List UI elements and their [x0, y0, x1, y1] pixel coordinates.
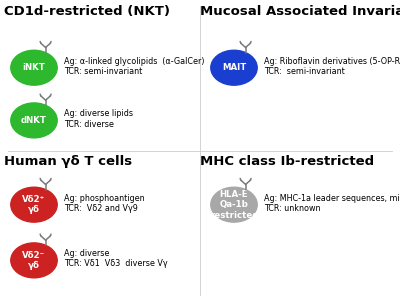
Circle shape	[11, 103, 57, 138]
Text: MHC class Ib-restricted: MHC class Ib-restricted	[200, 155, 374, 168]
Text: TCR: diverse: TCR: diverse	[64, 119, 114, 129]
Text: Mucosal Associated Invariant T cells: Mucosal Associated Invariant T cells	[200, 5, 400, 17]
Text: TCR: unknown: TCR: unknown	[264, 204, 320, 213]
Text: Ag: phosphoantigen: Ag: phosphoantigen	[64, 194, 145, 203]
Text: Vδ2⁺
γδ: Vδ2⁺ γδ	[22, 195, 46, 214]
Text: MAIT: MAIT	[222, 63, 246, 72]
Circle shape	[11, 187, 57, 222]
Circle shape	[211, 50, 257, 85]
Text: TCR: Vδ1  Vδ3  diverse Vγ: TCR: Vδ1 Vδ3 diverse Vγ	[64, 259, 168, 268]
Circle shape	[211, 187, 257, 222]
Text: Ag: diverse: Ag: diverse	[64, 249, 109, 258]
Text: Ag: Riboflavin derivatives (5-OP-RU): Ag: Riboflavin derivatives (5-OP-RU)	[264, 57, 400, 66]
Text: Ag: MHC-1a leader sequences, microbial peptides: Ag: MHC-1a leader sequences, microbial p…	[264, 194, 400, 203]
Text: HLA-E
Qa-1b
restricted: HLA-E Qa-1b restricted	[210, 190, 258, 220]
Text: Human γδ T cells: Human γδ T cells	[4, 155, 132, 168]
Text: Vδ2⁻
γδ: Vδ2⁻ γδ	[22, 251, 46, 270]
Text: TCR:  semi-invariant: TCR: semi-invariant	[264, 67, 345, 76]
Circle shape	[11, 243, 57, 278]
Text: TCR: semi-invariant: TCR: semi-invariant	[64, 67, 142, 76]
Text: dNKT: dNKT	[21, 116, 47, 125]
Text: CD1d-restricted (NKT): CD1d-restricted (NKT)	[4, 5, 170, 17]
Circle shape	[11, 50, 57, 85]
Text: Ag: diverse lipids: Ag: diverse lipids	[64, 109, 133, 118]
Text: Ag: α-linked glycolipids  (α-GalCer): Ag: α-linked glycolipids (α-GalCer)	[64, 57, 204, 66]
Text: iNKT: iNKT	[23, 63, 45, 72]
Text: TCR:  Vδ2 and Vγ9: TCR: Vδ2 and Vγ9	[64, 204, 138, 213]
